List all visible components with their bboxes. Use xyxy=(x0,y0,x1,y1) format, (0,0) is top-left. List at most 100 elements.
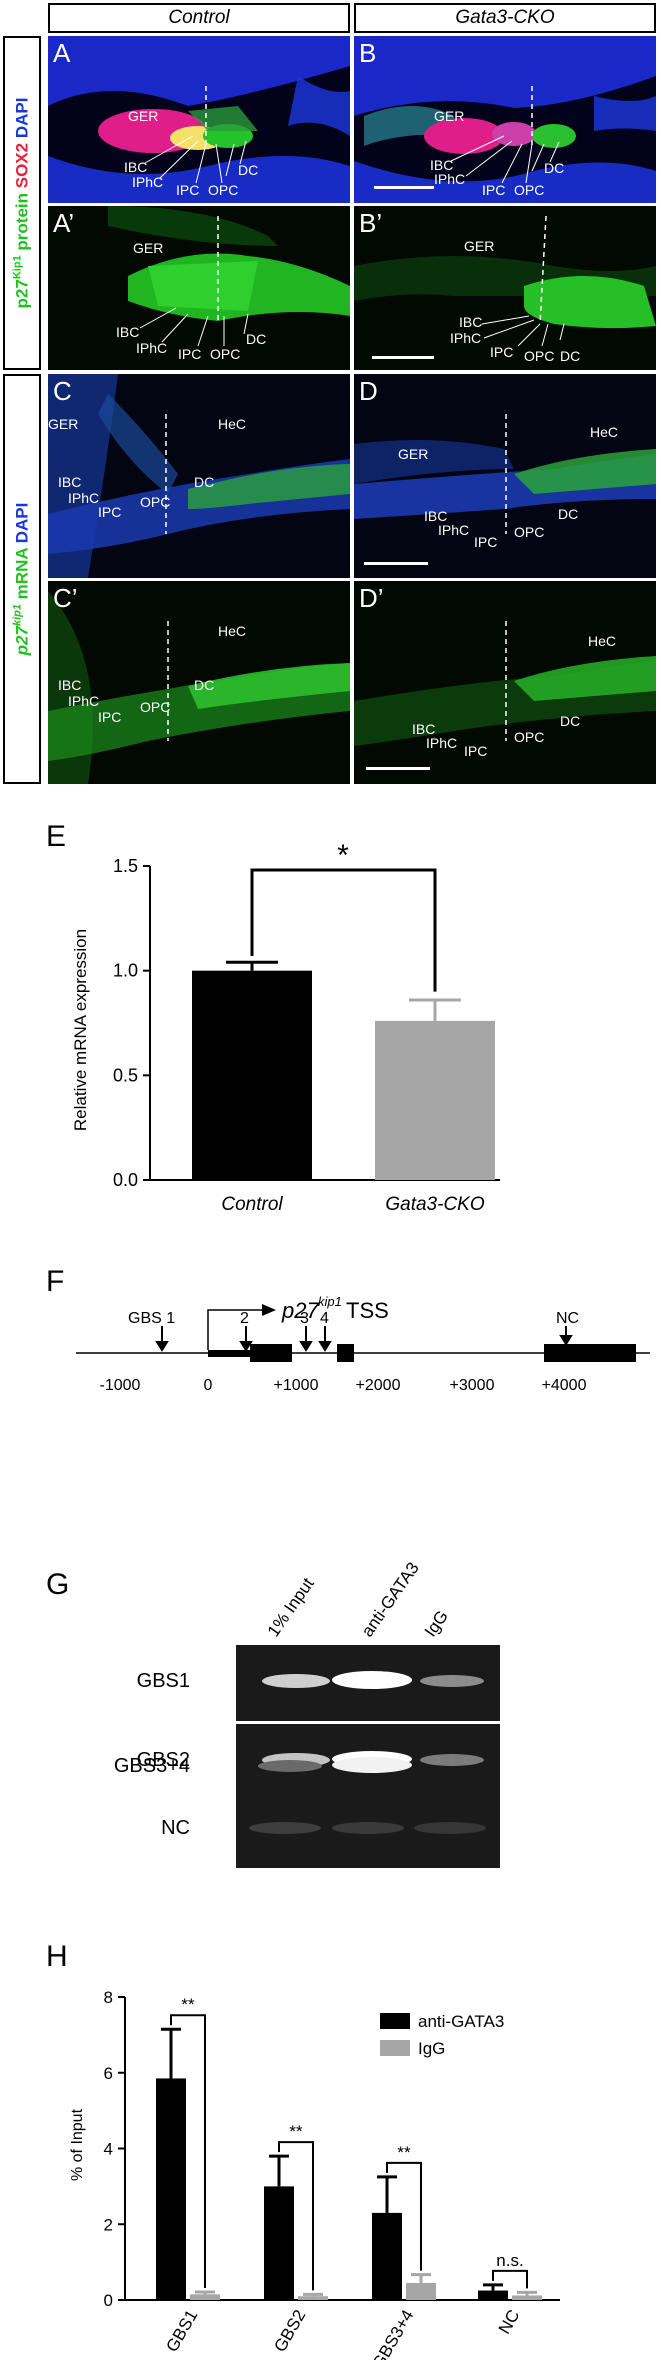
label-opc-a2: OPC xyxy=(210,346,241,362)
label-ipc-d2: IPC xyxy=(464,743,488,759)
h-ytick-label: 4 xyxy=(104,2140,113,2159)
h-sig-bracket xyxy=(492,2269,528,2289)
lane-anti-gata3: anti-GATA3 xyxy=(358,1559,423,1641)
panel-h-axes: 0 2 4 6 8 ** GBS1 ** GBS2 ** GBS3+4 n.s. NC xyxy=(104,1988,560,2360)
panel-d-prime-image: D’ IBC IPhC IPC OPC DC HeC xyxy=(354,581,656,784)
column-header-cko-text: Gata3-CKO xyxy=(455,7,555,28)
label-ger-a2: GER xyxy=(133,240,164,256)
h-bar xyxy=(156,2078,186,2300)
h-sig-label: ** xyxy=(397,2143,411,2162)
label-iphc-a2: IPhC xyxy=(136,340,168,356)
h-sig-bracket xyxy=(386,2161,422,2271)
tss-label-tss: TSS xyxy=(346,1298,389,1323)
label-opc-d: OPC xyxy=(514,524,545,540)
label-ibc-a: IBC xyxy=(124,159,148,175)
label-dc-c2: DC xyxy=(194,677,215,693)
e-ytick-label: 1.5 xyxy=(113,856,138,876)
panel-a-prime-image: A’ GER IBC IPhC IPC OPC DC xyxy=(48,206,350,370)
panel-g-letter: G xyxy=(46,1568,70,1601)
panel-a-micrograph xyxy=(48,36,350,203)
e-category-label: Control xyxy=(221,1194,283,1215)
panel-h-letter: H xyxy=(46,1940,68,1973)
panel-a-prime-letter: A’ xyxy=(53,208,75,238)
side-kip1: Kip1 xyxy=(11,255,24,280)
panel-g-bands-gbs34 xyxy=(0,1780,661,1820)
panel-c-letter: C xyxy=(53,376,72,406)
h-bar xyxy=(406,2282,436,2300)
label-ipc-b: IPC xyxy=(482,182,506,198)
label-ibc-c: IBC xyxy=(58,474,82,490)
panel-c-image: C GER IBC IPhC IPC OPC DC HeC xyxy=(48,374,350,578)
h-sig-label: ** xyxy=(289,2122,303,2141)
panel-g-gel-nc: NC xyxy=(161,1790,500,1868)
label-iphc-d2: IPhC xyxy=(426,735,458,751)
legend-label-igg: IgG xyxy=(418,2039,445,2058)
panel-d-image: D GER IBC IPhC IPC OPC DC HeC xyxy=(354,374,656,578)
label-dc-a2: DC xyxy=(246,331,267,347)
side-p27: p27 xyxy=(12,279,32,309)
h-sig-bracket xyxy=(278,2141,314,2291)
e-category-label: Gata3-CKO xyxy=(385,1194,484,1215)
side-protein: protein xyxy=(12,188,32,256)
gel-bands-nc xyxy=(249,1822,486,1834)
band-gbs34-anti xyxy=(332,1757,412,1773)
label-ger-d: GER xyxy=(398,446,429,462)
e-sig-star: * xyxy=(337,840,349,872)
site-3: 3 xyxy=(300,1310,309,1327)
site-gbs1: GBS 1 xyxy=(128,1310,175,1327)
side-label-mrna: p27kip1 mRNA DAPI xyxy=(3,374,41,784)
e-bar xyxy=(192,970,312,1180)
label-iphc-b2: IPhC xyxy=(450,330,482,346)
label-ger-b: GER xyxy=(434,108,465,124)
h-bar xyxy=(190,2294,220,2300)
side-mrna-kip1: kip1 xyxy=(11,604,24,627)
side-mrna-dapi: DAPI xyxy=(12,502,32,544)
label-opc-b2: OPC xyxy=(524,348,555,364)
label-opc-c: OPC xyxy=(140,494,171,510)
gel-label-gbs1: GBS1 xyxy=(137,1670,190,1692)
legend-label-anti: anti-GATA3 xyxy=(418,2012,504,2031)
label-ger-a: GER xyxy=(128,108,159,124)
gbs-arrows xyxy=(155,1326,573,1352)
e-sig-bracket xyxy=(250,868,437,992)
f-tick-m1000: -1000 xyxy=(100,1377,141,1394)
panel-b-image: B GER IBC IPhC IPC OPC DC xyxy=(354,36,656,203)
panel-f-diagram: p27 kip1 TSS GBS 1 2 3 4 NC -1000 0 +100… xyxy=(76,1294,650,1394)
h-ytick-label: 0 xyxy=(104,2291,113,2310)
legend-swatch-anti xyxy=(380,2013,410,2029)
side-sox2: SOX2 xyxy=(12,142,32,189)
gel-label-nc: NC xyxy=(161,1817,190,1839)
lane-igg: IgG xyxy=(421,1607,452,1640)
label-dc-b: DC xyxy=(544,160,565,176)
h-bar xyxy=(512,2295,542,2300)
panel-c-prime-image: C’ IBC IPhC IPC OPC DC HeC xyxy=(48,581,350,784)
column-header-control: Control xyxy=(48,3,350,33)
label-ibc-c2: IBC xyxy=(58,677,82,693)
h-ytick-label: 6 xyxy=(104,2064,113,2083)
label-hec-c: HeC xyxy=(218,416,247,432)
panel-d-letter: D xyxy=(359,376,378,406)
label-ipc-c2: IPC xyxy=(98,709,122,725)
panel-a-letter: A xyxy=(53,38,71,68)
side-label-protein-text: p27Kip1 protein SOX2 DAPI xyxy=(12,98,33,309)
e-ytick-label: 0.5 xyxy=(113,1065,138,1085)
label-opc-c2: OPC xyxy=(140,699,171,715)
label-hec-c2: HeC xyxy=(218,623,247,639)
f-tick-2000: +2000 xyxy=(356,1377,401,1394)
label-ibc-b: IBC xyxy=(430,157,454,173)
lane-input: 1% Input xyxy=(264,1574,318,1640)
label-ibc-d: IBC xyxy=(424,508,448,524)
column-header-control-text: Control xyxy=(168,7,230,28)
e-bar xyxy=(375,1020,495,1180)
e-ytick-label: 0.0 xyxy=(113,1170,138,1190)
h-sig-label: n.s. xyxy=(496,2251,523,2270)
h-bar xyxy=(264,2186,294,2300)
panel-a-prime-micrograph xyxy=(48,206,350,370)
label-ipc-a: IPC xyxy=(176,182,200,198)
label-iphc-c2: IPhC xyxy=(68,693,100,709)
side-label-mrna-text: p27kip1 mRNA DAPI xyxy=(12,503,33,656)
panel-h-legend: anti-GATA3 IgG xyxy=(380,2012,504,2058)
site-nc: NC xyxy=(556,1310,579,1327)
label-opc-a: OPC xyxy=(208,182,239,198)
panel-d-micrograph xyxy=(354,374,656,578)
